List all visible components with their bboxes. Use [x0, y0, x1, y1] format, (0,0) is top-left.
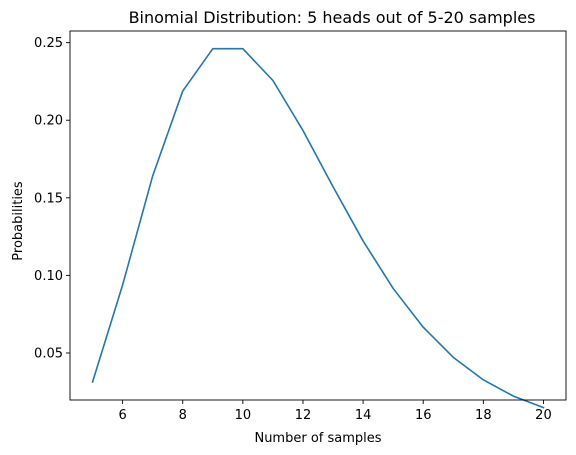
y-tick-label: 0.10 — [34, 269, 63, 284]
x-tick-label: 6 — [118, 408, 126, 423]
y-axis-label: Probabilities — [11, 181, 26, 261]
y-tick-label: 0.25 — [34, 36, 63, 51]
x-tick-label: 8 — [179, 408, 187, 423]
y-tick-label: 0.05 — [34, 346, 63, 361]
chart-title: Binomial Distribution: 5 heads out of 5-… — [129, 8, 536, 27]
y-tick-label: 0.20 — [34, 114, 63, 129]
x-tick-label: 10 — [235, 408, 252, 423]
x-axis-label: Number of samples — [254, 431, 381, 446]
x-tick-label: 20 — [535, 408, 552, 423]
x-tick-label: 12 — [295, 408, 312, 423]
x-tick-label: 16 — [415, 408, 432, 423]
x-tick-label: 18 — [475, 408, 492, 423]
plot-area: 6 8 10 12 14 16 18 20 0.05 0.10 0.15 0.20 0.25 — [34, 30, 567, 423]
y-tick-label: 0.15 — [34, 191, 63, 206]
x-tick-label: 14 — [355, 408, 372, 423]
series-line-0 — [91, 47, 545, 409]
plot-frame — [69, 30, 567, 401]
